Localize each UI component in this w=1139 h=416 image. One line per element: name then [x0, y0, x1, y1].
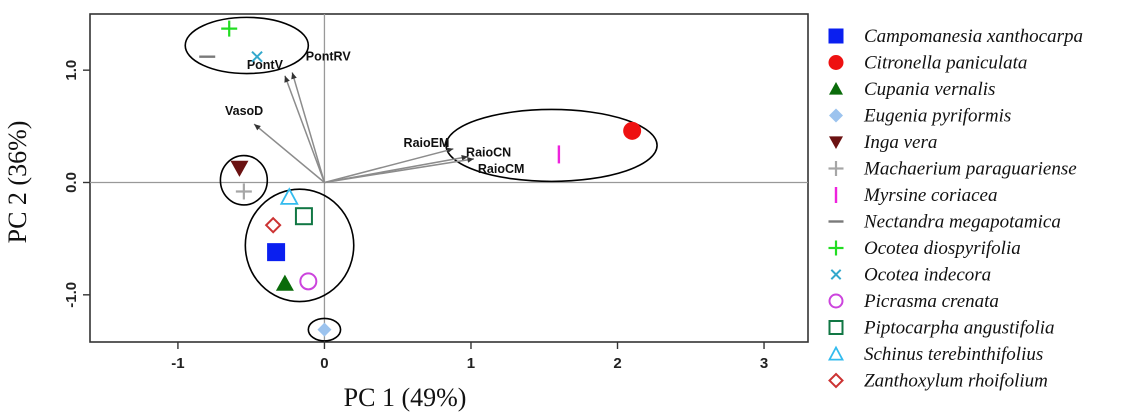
group-ellipse: [445, 108, 658, 183]
legend-item: Nectandra megapotamica: [828, 212, 1061, 233]
vector-arrowhead: [461, 154, 469, 161]
legend-item: Piptocarpha angustifolia: [828, 318, 1055, 339]
point-campomanesia-xanthocarpa: [267, 243, 286, 262]
x-tick-label: 0: [320, 355, 328, 372]
legend: Campomanesia xanthocarpa Citronella panic…: [827, 26, 1083, 392]
legend-item: Cupania vernalis: [829, 79, 995, 100]
legend-marker: [827, 345, 845, 361]
vector-label: RaioCM: [478, 162, 525, 176]
vector-label: PontV: [247, 58, 284, 72]
legend-item: Ocotea indecora: [830, 265, 991, 286]
legend-marker: [829, 82, 843, 95]
group-ellipse: [219, 154, 269, 206]
marker-stroke: [830, 269, 842, 280]
point-picrasma-crenata: [299, 272, 318, 291]
x-axis-title: PC 1 (49%): [344, 383, 467, 412]
vector-arrowhead: [284, 75, 290, 83]
marker-stroke: [251, 50, 263, 63]
loading-vector-vasod: [253, 123, 325, 184]
legend-label: Myrsine coriacea: [863, 185, 997, 206]
plot-frame: [89, 13, 809, 343]
vector-label: RaioCN: [466, 146, 511, 160]
loading-vector-pontv: [284, 75, 326, 183]
plot-area: PontV PontRV VasoD RaioEM RaioCN RaioCM: [89, 13, 809, 343]
legend-label: Schinus terebinthifolius: [864, 344, 1043, 365]
legend-label: Inga vera: [863, 132, 937, 153]
x-tick-label: 1: [467, 355, 475, 372]
point-inga-vera: [230, 160, 249, 177]
vector-label: RaioEM: [404, 136, 450, 150]
group-ellipse: [184, 16, 310, 75]
loading-vector-raioem: [324, 148, 454, 184]
group-ellipses: [184, 16, 658, 342]
y-tick-label: -1.0: [63, 282, 80, 308]
legend-item: Machaerium paraguariense: [828, 159, 1077, 180]
data-points: [199, 20, 642, 337]
vector-arrowhead: [254, 124, 261, 131]
point-schinus-terebinthifolius: [279, 187, 299, 205]
vector-arrowhead: [291, 72, 297, 80]
legend-marker: [829, 136, 843, 149]
group-ellipse: [307, 317, 342, 342]
legend-item: Citronella paniculata: [828, 53, 1027, 74]
vector-label: VasoD: [225, 104, 263, 118]
point-piptocarpha-angustifolia: [294, 207, 313, 226]
point-citronella-paniculata: [623, 121, 642, 140]
legend-item: Inga vera: [829, 132, 937, 153]
legend-marker: [830, 269, 842, 280]
x-tick-label: -1: [171, 355, 184, 372]
y-tick-label: 1.0: [63, 60, 80, 81]
legend-item: Myrsine coriacea: [834, 185, 997, 206]
legend-marker: [828, 161, 844, 176]
legend-item: Campomanesia xanthocarpa: [828, 26, 1083, 47]
vector-arrowhead: [446, 147, 454, 154]
legend-marker: [828, 320, 844, 335]
legend-marker: [828, 372, 844, 389]
legend-marker: [829, 108, 843, 123]
legend-label: Nectandra megapotamica: [863, 212, 1061, 233]
point-machaerium-paraguariense: [235, 183, 252, 200]
point-cupania-vernalis: [275, 274, 294, 291]
legend-item: Zanthoxylum rhoifolium: [828, 371, 1048, 392]
point-ocotea-diospyrifolia: [221, 20, 238, 37]
legend-item: Picrasma crenata: [828, 291, 999, 312]
point-ocotea-indecora: [251, 50, 263, 63]
legend-label: Eugenia pyriformis: [863, 106, 1011, 127]
legend-marker: [828, 55, 844, 70]
point-eugenia-pyriformis: [317, 322, 332, 337]
y-tick-label: 0.0: [63, 172, 80, 193]
group-ellipse: [244, 188, 355, 303]
legend-label: Piptocarpha angustifolia: [863, 318, 1055, 339]
legend-label: Ocotea diospyrifolia: [864, 238, 1021, 259]
legend-label: Picrasma crenata: [863, 291, 999, 312]
point-zanthoxylum-rhoifolium: [264, 216, 282, 234]
x-tick-label: 3: [760, 355, 768, 372]
loading-vector-pontrv: [291, 72, 326, 183]
legend-item: Eugenia pyriformis: [829, 106, 1011, 127]
vector-label: PontRV: [306, 49, 352, 63]
legend-marker: [828, 240, 844, 256]
legend-label: Ocotea indecora: [864, 265, 991, 286]
loading-vectors: PontV PontRV VasoD RaioEM RaioCN RaioCM: [225, 49, 525, 184]
legend-label: Zanthoxylum rhoifolium: [864, 371, 1048, 392]
legend-label: Machaerium paraguariense: [863, 159, 1077, 180]
x-tick-label: 2: [613, 355, 621, 372]
legend-item: Schinus terebinthifolius: [827, 344, 1043, 365]
legend-marker: [828, 28, 844, 44]
legend-label: Citronella paniculata: [864, 53, 1027, 74]
y-axis: -1.0 0.0 1.0: [63, 60, 90, 308]
legend-label: Cupania vernalis: [864, 79, 995, 100]
legend-item: Ocotea diospyrifolia: [828, 238, 1021, 259]
y-axis-title: PC 2 (36%): [3, 121, 32, 244]
legend-label: Campomanesia xanthocarpa: [864, 26, 1083, 47]
vector-arrowhead: [467, 157, 474, 163]
legend-marker: [828, 293, 844, 309]
x-axis: -1 0 1 2 3: [171, 342, 768, 372]
loading-vector-raiocm: [324, 158, 475, 184]
